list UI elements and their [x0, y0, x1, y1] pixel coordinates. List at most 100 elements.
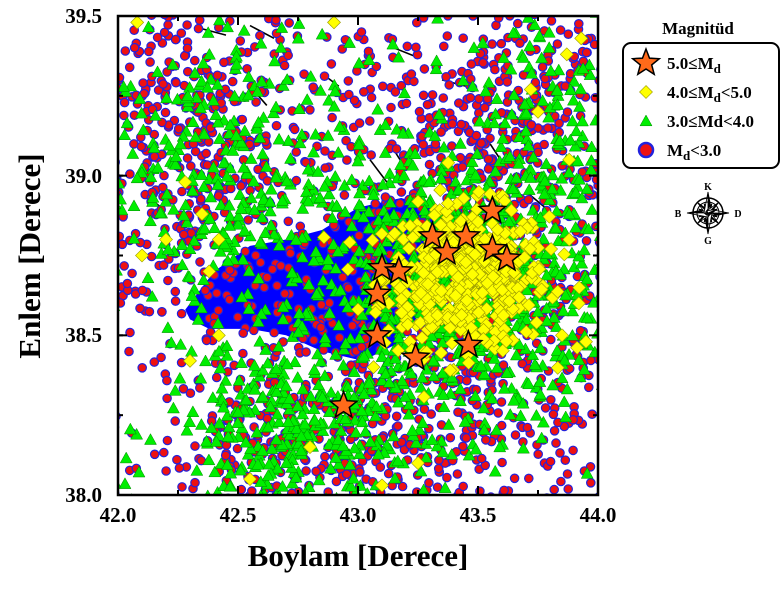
- point-circle: [493, 408, 503, 418]
- point-triangle: [269, 100, 283, 113]
- point-triangle: [416, 416, 430, 429]
- point-circle: [563, 484, 573, 494]
- point-diamond: [579, 334, 593, 349]
- legend-marker-diamond: [639, 85, 653, 99]
- point-triangle: [572, 353, 586, 366]
- point-triangle: [452, 183, 465, 196]
- point-triangle: [383, 196, 397, 208]
- point-circle: [291, 147, 301, 157]
- point-triangle: [200, 434, 213, 447]
- point-star: [431, 236, 463, 266]
- point-circle: [320, 451, 330, 462]
- point-triangle: [550, 204, 564, 217]
- point-circle: [144, 46, 154, 57]
- point-circle: [238, 348, 248, 359]
- point-circle: [170, 34, 181, 45]
- series-md-ge-5-points: [328, 194, 523, 419]
- point-triangle: [523, 39, 537, 52]
- point-triangle: [362, 376, 376, 389]
- point-circle: [195, 257, 205, 267]
- point-circle: [586, 355, 596, 366]
- point-triangle: [212, 344, 226, 357]
- point-circle: [120, 16, 126, 17]
- point-triangle: [509, 348, 523, 361]
- point-circle: [381, 16, 386, 17]
- point-triangle: [345, 173, 359, 185]
- point-star: [491, 242, 523, 272]
- point-diamond: [387, 226, 402, 241]
- x-axis-tick-labels: 42.0 42.5 43.0 43.5 44.0: [100, 503, 617, 527]
- point-diamond: [430, 265, 445, 280]
- point-triangle: [349, 426, 363, 438]
- point-triangle: [485, 392, 499, 404]
- point-triangle: [479, 84, 493, 97]
- point-triangle: [357, 349, 371, 362]
- point-circle: [196, 194, 206, 204]
- point-diamond: [512, 290, 527, 305]
- point-diamond: [557, 247, 572, 262]
- point-triangle: [310, 287, 323, 300]
- point-triangle: [234, 135, 248, 148]
- point-triangle: [213, 16, 226, 26]
- point-circle: [129, 42, 140, 53]
- point-triangle: [482, 76, 496, 88]
- legend-label: 3.0≤Md<4.0: [667, 112, 754, 131]
- point-triangle: [258, 226, 272, 238]
- point-diamond: [433, 183, 448, 197]
- point-circle: [267, 264, 278, 275]
- point-triangle: [476, 36, 490, 49]
- compass-east-label: D: [734, 209, 741, 220]
- point-circle: [490, 64, 500, 75]
- point-triangle: [242, 302, 256, 314]
- point-triangle: [321, 258, 335, 271]
- point-triangle: [487, 352, 501, 364]
- point-triangle: [477, 423, 491, 435]
- point-triangle: [566, 304, 580, 317]
- point-triangle: [133, 92, 147, 104]
- point-circle: [118, 231, 125, 242]
- point-diamond: [424, 320, 439, 334]
- point-triangle: [231, 405, 245, 418]
- point-triangle: [329, 261, 343, 274]
- point-triangle: [142, 20, 155, 33]
- point-triangle: [234, 202, 248, 214]
- point-triangle: [468, 389, 482, 402]
- point-triangle: [272, 239, 286, 251]
- point-circle: [396, 437, 407, 447]
- point-triangle: [151, 65, 164, 77]
- point-triangle: [291, 399, 305, 412]
- point-triangle: [222, 420, 236, 433]
- point-circle: [289, 124, 300, 135]
- point-circle: [406, 69, 417, 79]
- point-circle: [466, 59, 477, 69]
- point-triangle: [550, 320, 563, 332]
- point-triangle: [251, 272, 265, 284]
- point-circle: [476, 138, 486, 148]
- point-triangle: [500, 366, 514, 378]
- compass-rose-icon: K G D B: [675, 182, 742, 247]
- point-circle: [212, 70, 223, 81]
- point-circle: [589, 39, 598, 50]
- point-triangle: [181, 89, 195, 102]
- point-diamond: [427, 208, 442, 223]
- point-diamond: [368, 305, 383, 320]
- point-triangle: [512, 130, 526, 142]
- point-triangle: [231, 217, 245, 230]
- point-circle: [496, 38, 507, 49]
- point-triangle: [238, 224, 252, 236]
- point-circle: [174, 463, 185, 473]
- point-triangle: [490, 92, 504, 104]
- point-triangle: [334, 424, 348, 436]
- point-triangle: [454, 394, 467, 407]
- point-triangle: [568, 139, 582, 152]
- point-circle: [502, 16, 505, 17]
- point-triangle: [213, 416, 226, 429]
- point-circle: [549, 484, 559, 495]
- point-triangle: [304, 389, 318, 402]
- point-triangle: [123, 422, 137, 435]
- point-circle: [474, 6, 482, 14]
- point-diamond: [441, 155, 456, 170]
- point-circle: [171, 77, 181, 88]
- point-circle: [272, 280, 282, 291]
- point-triangle: [264, 400, 277, 413]
